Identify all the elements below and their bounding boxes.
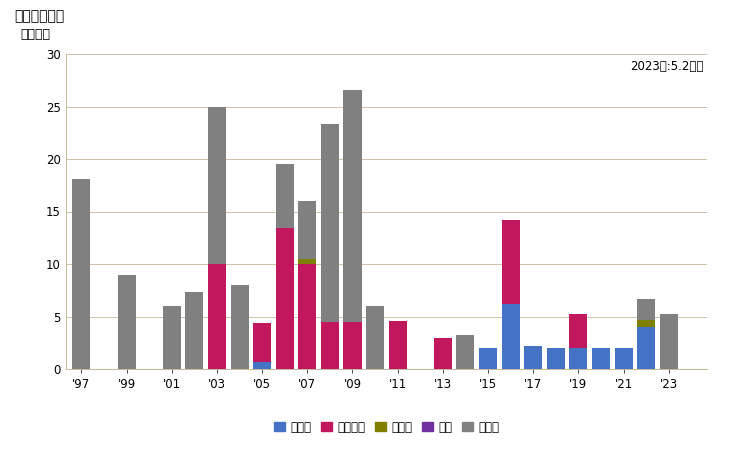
Bar	[434, 338, 452, 369]
Bar	[253, 323, 271, 362]
Bar	[298, 201, 316, 259]
Bar	[230, 285, 249, 369]
Bar	[117, 274, 136, 369]
Bar	[637, 327, 655, 369]
Bar	[637, 299, 655, 320]
Bar	[276, 164, 294, 228]
Bar	[343, 322, 362, 369]
Bar	[343, 90, 362, 322]
Bar	[72, 179, 90, 369]
Bar	[524, 346, 542, 369]
Text: 単位トン: 単位トン	[20, 28, 51, 41]
Bar	[298, 264, 316, 369]
Legend: インド, フランス, ドイツ, 米国, その他: インド, フランス, ドイツ, 米国, その他	[269, 416, 504, 438]
Bar	[502, 220, 520, 304]
Bar	[502, 304, 520, 369]
Bar	[660, 315, 678, 369]
Bar	[569, 315, 588, 348]
Bar	[389, 321, 407, 369]
Bar	[366, 306, 384, 369]
Bar	[163, 306, 181, 369]
Bar	[208, 107, 226, 264]
Bar	[298, 259, 316, 264]
Bar	[321, 124, 339, 322]
Bar	[569, 348, 588, 369]
Bar	[276, 228, 294, 369]
Bar	[253, 362, 271, 369]
Text: 2023年:5.2トン: 2023年:5.2トン	[631, 60, 704, 73]
Text: 輸入量の推移: 輸入量の推移	[15, 9, 65, 23]
Bar	[547, 348, 565, 369]
Bar	[479, 348, 497, 369]
Bar	[208, 264, 226, 369]
Bar	[456, 335, 475, 369]
Bar	[637, 320, 655, 327]
Bar	[615, 348, 633, 369]
Bar	[592, 348, 610, 369]
Bar	[185, 292, 203, 369]
Bar	[321, 322, 339, 369]
